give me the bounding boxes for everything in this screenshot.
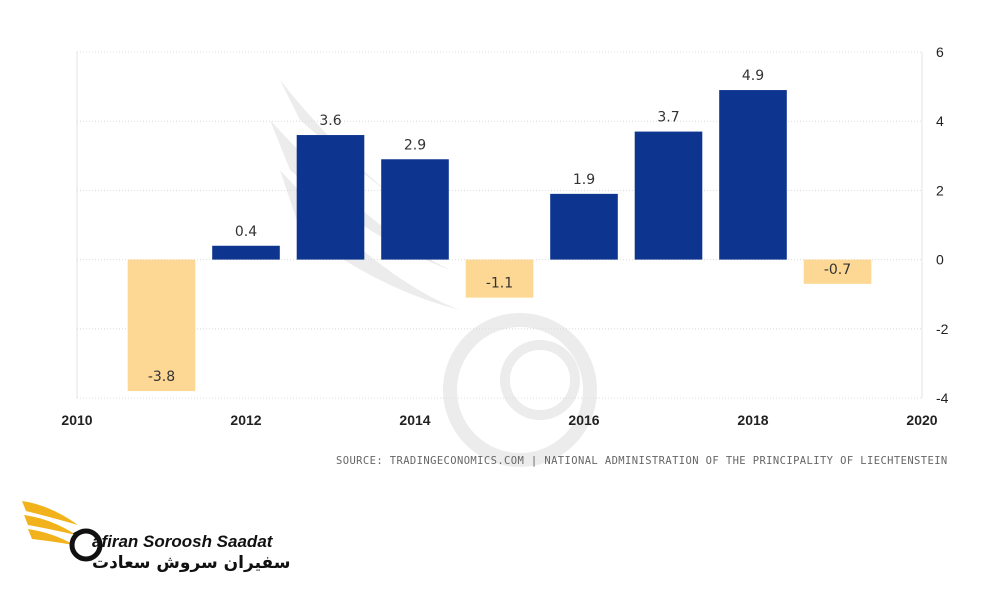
data-label: 0.4 xyxy=(235,224,257,240)
x-tick-label: 2016 xyxy=(568,412,599,428)
chart-grid xyxy=(76,51,923,399)
bar xyxy=(634,131,703,260)
bar xyxy=(550,193,618,260)
y-tick-label: 4 xyxy=(936,113,944,129)
y-tick-label: 6 xyxy=(936,44,944,60)
data-label: 2.9 xyxy=(404,137,426,153)
bar xyxy=(127,259,196,392)
bar xyxy=(296,135,365,260)
logo-text-persian: سفیران سروش سعادت xyxy=(92,553,291,573)
data-label: -0.7 xyxy=(824,262,851,278)
y-axis-ticks: 6 4 2 0 -2 -4 xyxy=(936,44,949,406)
x-tick-label: 2010 xyxy=(61,412,92,428)
source-note: SOURCE: TRADINGECONOMICS.COM | NATIONAL … xyxy=(336,455,948,467)
y-tick-label: -2 xyxy=(936,321,949,337)
data-label: 3.6 xyxy=(319,113,341,129)
data-label: 4.9 xyxy=(742,68,764,84)
x-tick-label: 2012 xyxy=(230,412,261,428)
bar xyxy=(381,159,449,260)
bar xyxy=(719,90,787,260)
company-logo-icon xyxy=(22,501,103,562)
y-tick-label: 0 xyxy=(936,252,944,268)
bar xyxy=(803,259,872,284)
data-label: 1.9 xyxy=(573,172,595,188)
data-label: -3.8 xyxy=(148,369,175,385)
bar xyxy=(212,245,280,260)
y-tick-label: -4 xyxy=(936,390,949,406)
x-tick-label: 2020 xyxy=(906,412,937,428)
chart-bars xyxy=(127,90,872,392)
chart-data-labels: -3.8 0.4 3.6 2.9 -1.1 1.9 3.7 4.9 -0.7 xyxy=(148,68,851,385)
bar-chart: -3.80.43.62.9-1.11.93.74.9-0.7 6420-2-4 … xyxy=(61,44,949,428)
y-tick-label: 2 xyxy=(936,182,944,198)
x-axis-ticks: 2010 2012 2014 2016 2018 2020 xyxy=(61,412,937,428)
x-tick-label: 2018 xyxy=(737,412,768,428)
data-label: 3.7 xyxy=(657,110,679,126)
x-tick-label: 2014 xyxy=(399,412,430,428)
logo-text-english: afiran Soroosh Saadat xyxy=(92,532,273,551)
bar xyxy=(465,259,534,298)
data-label: -1.1 xyxy=(486,276,513,292)
